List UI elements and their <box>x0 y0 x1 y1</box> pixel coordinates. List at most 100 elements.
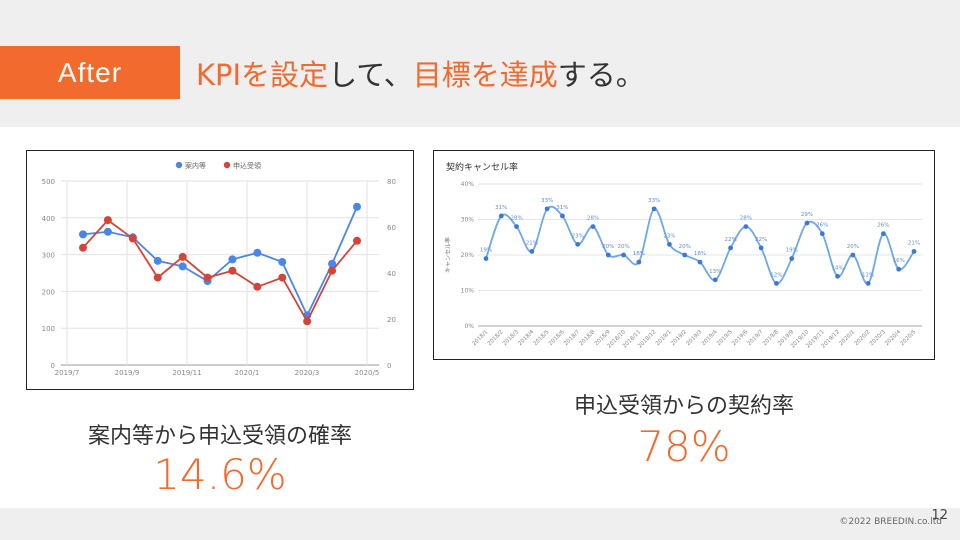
data-label: 18% <box>694 251 706 257</box>
data-point <box>896 266 902 272</box>
data-point <box>529 249 535 254</box>
y-right-tick-label: 0 <box>387 362 391 370</box>
legend-marker <box>223 161 231 169</box>
cancellation-rate-chart: 契約キャンセル率 キャンセル率 0% 10% 20% 30% 40% 19% 31% 28% 21%… <box>433 150 935 360</box>
y-tick-label: 40% <box>461 181 475 188</box>
data-point <box>697 259 703 265</box>
data-point <box>328 259 337 268</box>
left-rate: 14.6% <box>153 450 287 499</box>
data-point <box>498 213 504 219</box>
y-tick-label: 0% <box>464 323 474 330</box>
data-point <box>865 281 871 286</box>
data-label: 28% <box>740 216 752 222</box>
data-label: 23% <box>572 233 584 239</box>
data-label: 33% <box>541 198 553 204</box>
page-number: 12 <box>931 508 948 523</box>
legend-marker <box>175 161 183 169</box>
data-point <box>178 252 187 261</box>
headline-part-4: する。 <box>557 58 645 92</box>
data-point <box>278 257 287 266</box>
y-right-tick-label: 20 <box>387 316 396 324</box>
data-label: 19% <box>786 248 798 254</box>
copyright: ©2022 BREEDIN.co.ltd <box>839 517 942 527</box>
data-label: 26% <box>816 223 828 229</box>
data-point <box>911 249 917 254</box>
data-point <box>79 243 87 252</box>
x-tick-label: 2019/11 <box>172 369 201 377</box>
data-point <box>353 236 361 245</box>
data-label: 28% <box>587 216 599 222</box>
chart-title: 契約キャンセル率 <box>446 161 518 173</box>
data-point <box>228 255 237 264</box>
headline: KPIを設定 して、 目標を達成 する。 <box>196 50 645 96</box>
data-label: 23% <box>663 233 675 239</box>
footer-band <box>0 508 960 540</box>
data-point <box>203 273 212 282</box>
data-label: 12% <box>862 272 874 278</box>
data-point <box>253 282 262 291</box>
headline-part-3: 目標を達成 <box>412 58 558 92</box>
y-left-tick-label: 400 <box>42 215 55 223</box>
data-point <box>682 252 688 258</box>
x-tick-label: 2020/5 <box>355 369 380 377</box>
data-point <box>560 213 565 219</box>
y-axis-label: キャンセル率 <box>444 237 452 273</box>
after-tag: After <box>0 46 180 99</box>
data-label: 29% <box>801 212 813 218</box>
inquiry-application-chart-svg: 0 100 200 300 400 500 0 20 40 60 80 2019/7 2019/9 201… <box>42 161 396 377</box>
inquiry-application-chart: 0 100 200 300 400 500 0 20 40 60 80 2019/7 2019/9 201… <box>26 150 414 390</box>
y-right-tick-label: 40 <box>387 270 396 278</box>
y-left-tick-label: 100 <box>42 325 55 333</box>
data-point <box>728 245 733 251</box>
x-tick-label: 2019/7 <box>55 369 80 377</box>
data-label: 33% <box>648 198 660 204</box>
data-point <box>153 256 162 265</box>
data-point <box>712 277 718 283</box>
data-point <box>651 206 657 212</box>
data-label: 19% <box>480 248 492 254</box>
data-point <box>483 256 489 261</box>
left-caption: 案内等から申込受領の確率 <box>87 424 352 449</box>
data-point <box>278 273 287 282</box>
data-label: 31% <box>556 205 568 211</box>
data-label: 21% <box>526 240 538 246</box>
data-point <box>303 317 312 326</box>
legend-label: 案内等 <box>185 161 206 170</box>
data-label: 13% <box>709 269 721 275</box>
data-point <box>128 234 137 243</box>
y-right-tick-label: 60 <box>387 224 396 232</box>
data-point <box>544 206 550 212</box>
data-point <box>881 231 886 237</box>
data-point <box>850 252 856 258</box>
data-point <box>819 231 825 237</box>
data-point <box>353 202 361 211</box>
y-left-tick-label: 500 <box>42 178 55 186</box>
headline-part-2: して、 <box>328 58 413 92</box>
x-tick-label: 2020/5 <box>899 329 917 347</box>
y-left-tick-label: 200 <box>42 288 55 296</box>
data-point <box>636 259 642 265</box>
data-label: 12% <box>770 272 782 278</box>
data-label: 20% <box>679 244 691 250</box>
x-tick-label: 2020/3 <box>295 369 320 377</box>
data-label: 31% <box>495 205 507 211</box>
data-label: 26% <box>877 223 889 229</box>
data-point <box>153 273 162 282</box>
data-label: 22% <box>755 237 767 243</box>
y-left-tick-label: 0 <box>51 362 55 370</box>
x-tick-label: 2018/2 <box>487 329 505 347</box>
data-label: 20% <box>602 244 614 250</box>
legend-label: 申込受領 <box>233 161 261 170</box>
y-left-tick-label: 300 <box>42 252 55 260</box>
data-point <box>103 227 112 236</box>
after-tag-label: After <box>57 56 123 88</box>
data-point <box>253 248 262 257</box>
data-point <box>743 224 749 229</box>
data-point <box>835 273 840 279</box>
x-tick-label: 2019/2 <box>670 329 688 347</box>
headline-part-1: KPIを設定 <box>196 58 329 92</box>
data-point <box>804 220 810 226</box>
data-point <box>667 241 672 247</box>
data-point <box>789 256 795 261</box>
x-tick-label: 2020/1 <box>235 369 260 377</box>
